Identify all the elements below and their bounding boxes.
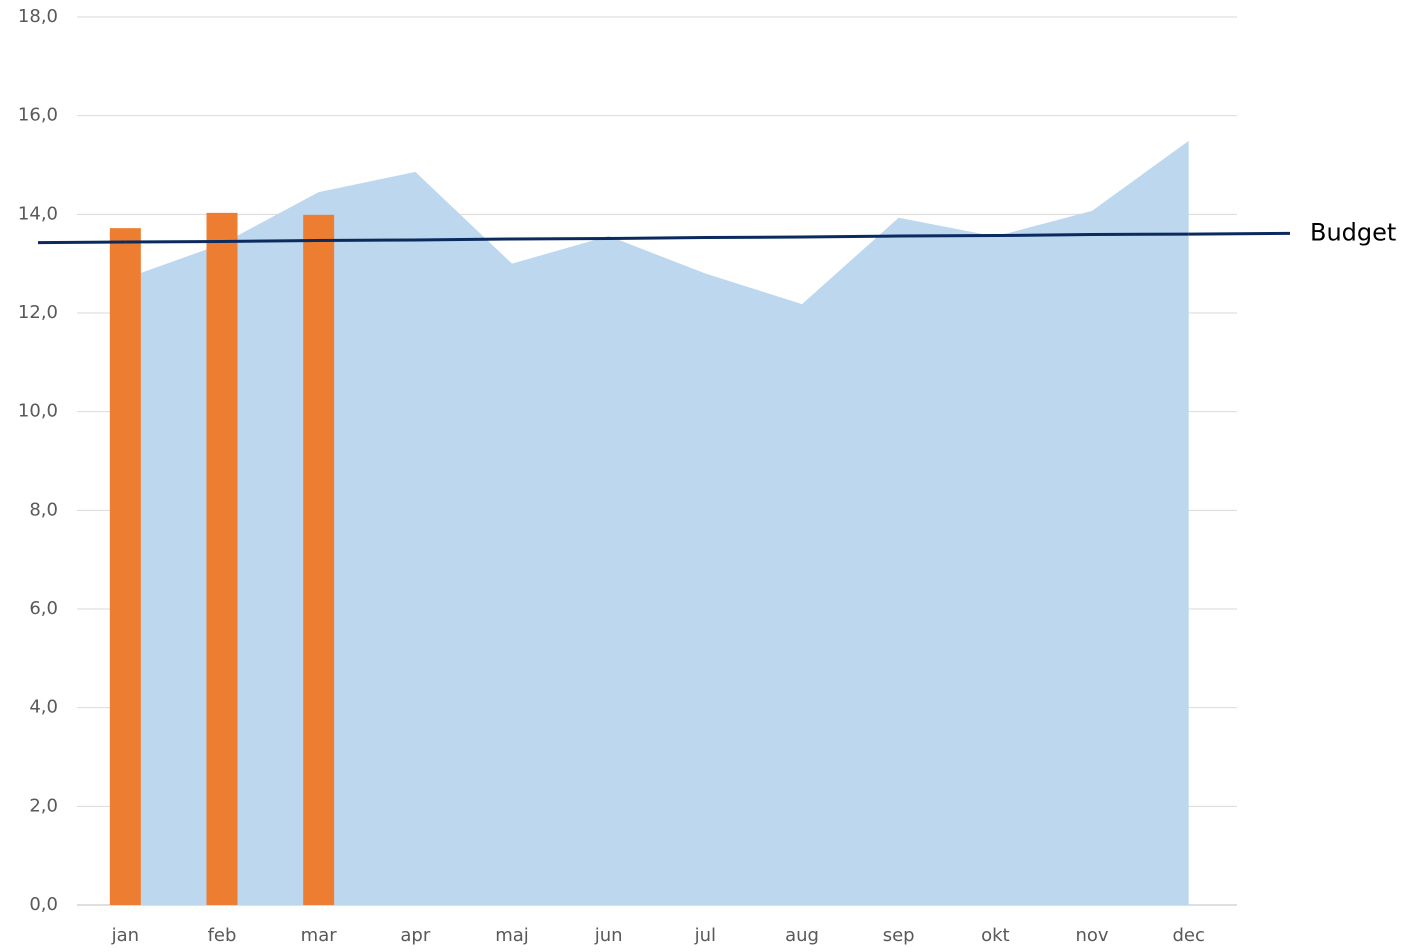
area [125, 140, 1189, 905]
x-tick-label: jun [594, 925, 623, 946]
y-tick-label: 4,0 [29, 697, 58, 718]
x-tick-label: dec [1172, 925, 1204, 946]
y-tick-label: 16,0 [18, 105, 58, 126]
x-tick-label: mar [301, 925, 338, 946]
y-tick-label: 10,0 [18, 401, 58, 422]
line [125, 232, 1189, 244]
bar [206, 212, 238, 905]
line-extension [37, 240, 126, 245]
x-tick-label: sep [883, 925, 915, 946]
y-tick-label: 8,0 [29, 499, 58, 520]
y-tick-label: 2,0 [29, 795, 58, 816]
x-tick-label: apr [400, 925, 430, 946]
x-tick-label: jul [694, 925, 716, 946]
y-tick-label: 18,0 [18, 6, 58, 27]
y-tick-label: 0,0 [29, 894, 58, 915]
x-tick-label: okt [981, 925, 1010, 946]
x-tick-label: feb [208, 925, 237, 946]
y-tick-label: 12,0 [18, 302, 58, 323]
line-extension [1188, 231, 1291, 236]
x-tick-label: jan [111, 925, 139, 946]
series-label: Budget [1310, 218, 1396, 246]
bar [303, 214, 335, 905]
x-tick-label: maj [495, 925, 529, 946]
y-tick-label: 6,0 [29, 598, 58, 619]
bar [109, 228, 141, 905]
x-tick-label: nov [1075, 925, 1108, 946]
y-tick-label: 14,0 [18, 203, 58, 224]
x-tick-label: aug [785, 925, 819, 946]
